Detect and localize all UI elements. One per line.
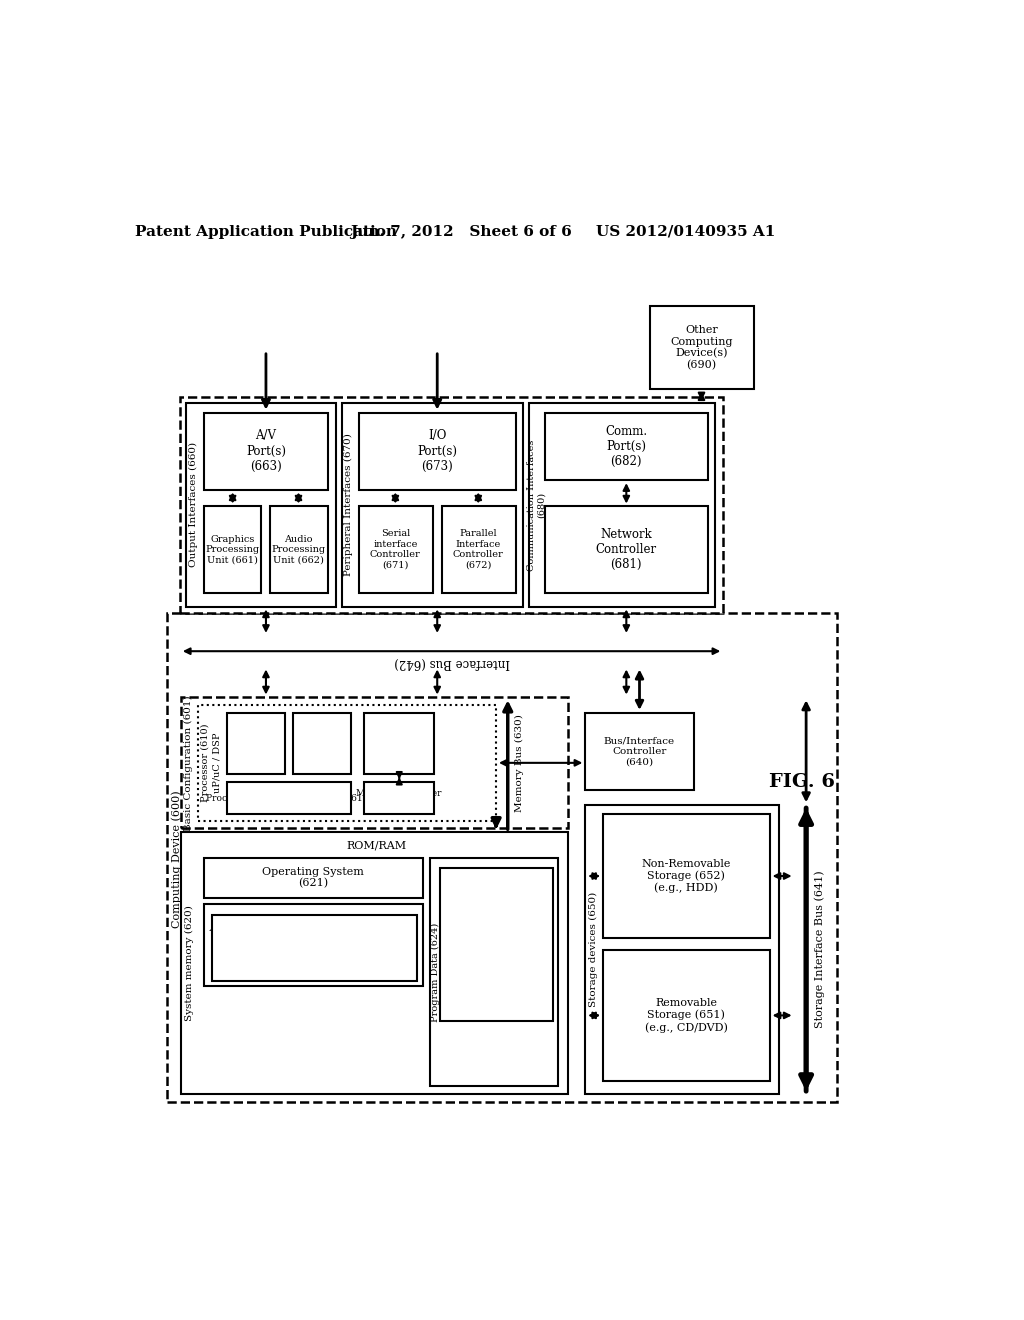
Bar bbox=[198, 705, 496, 821]
Text: Removable
Storage (651)
(e.g., CD/DVD): Removable Storage (651) (e.g., CD/DVD) bbox=[644, 998, 727, 1032]
Text: Bus/Interface
Controller
(640): Bus/Interface Controller (640) bbox=[604, 737, 675, 766]
Bar bbox=[270, 507, 328, 594]
Text: Level 1
Cache
(611): Level 1 Cache (611) bbox=[238, 729, 274, 759]
Bar bbox=[180, 397, 723, 612]
Text: Output Interfaces (660): Output Interfaces (660) bbox=[188, 442, 198, 568]
Text: ROM/RAM: ROM/RAM bbox=[346, 841, 407, 850]
Text: US 2012/0140935 A1: US 2012/0140935 A1 bbox=[596, 224, 776, 239]
Bar bbox=[586, 805, 779, 1094]
Bar bbox=[204, 858, 423, 898]
Text: Interface Bus (642): Interface Bus (642) bbox=[394, 656, 510, 669]
Text: Patent Application Publication: Patent Application Publication bbox=[135, 224, 397, 239]
Text: Memory Controler
(615): Memory Controler (615) bbox=[356, 788, 442, 808]
Bar bbox=[204, 412, 328, 490]
Bar bbox=[167, 612, 838, 1102]
Text: Parallel
Interface
Controller
(672): Parallel Interface Controller (672) bbox=[453, 529, 504, 570]
Bar bbox=[430, 858, 558, 1086]
Text: Serial
interface
Controller
(671): Serial interface Controller (671) bbox=[370, 529, 421, 570]
Bar bbox=[603, 814, 770, 937]
Text: Basic Configuration (601): Basic Configuration (601) bbox=[184, 696, 193, 830]
Bar bbox=[529, 404, 716, 607]
Bar bbox=[227, 713, 286, 775]
Text: Computing Device (600): Computing Device (600) bbox=[172, 791, 182, 928]
Bar bbox=[186, 404, 336, 607]
Bar bbox=[180, 832, 568, 1094]
Bar bbox=[212, 915, 417, 981]
Text: Jun. 7, 2012   Sheet 6 of 6: Jun. 7, 2012 Sheet 6 of 6 bbox=[350, 224, 572, 239]
Bar bbox=[545, 507, 708, 594]
Text: Non-Removable
Storage (652)
(e.g., HDD): Non-Removable Storage (652) (e.g., HDD) bbox=[641, 859, 731, 894]
Text: Memory Bus (630): Memory Bus (630) bbox=[515, 714, 524, 812]
Bar bbox=[649, 306, 755, 389]
Text: Peripheral Interfaces (670): Peripheral Interfaces (670) bbox=[344, 433, 353, 577]
Text: Storage devices (650): Storage devices (650) bbox=[589, 891, 598, 1007]
Text: Fingerprint
Data
(625): Fingerprint Data (625) bbox=[466, 929, 526, 960]
Text: Processor (610): Processor (610) bbox=[201, 723, 210, 803]
Text: Fingerprint and/
or Comparison
Algorithm(s)
(623): Fingerprint and/ or Comparison Algorithm… bbox=[273, 928, 355, 968]
Text: Graphics
Processing
Unit (661): Graphics Processing Unit (661) bbox=[206, 535, 260, 565]
Bar bbox=[365, 781, 434, 814]
Text: Comm.
Port(s)
(682): Comm. Port(s) (682) bbox=[605, 425, 647, 467]
Bar bbox=[545, 412, 708, 480]
Text: System memory (620): System memory (620) bbox=[184, 906, 194, 1020]
Text: I/O
Port(s)
(673): I/O Port(s) (673) bbox=[417, 429, 458, 473]
Text: Other
Computing
Device(s)
(690): Other Computing Device(s) (690) bbox=[671, 325, 733, 371]
Text: Network
Controller
(681): Network Controller (681) bbox=[596, 528, 656, 572]
Bar bbox=[442, 507, 515, 594]
Text: Application (622): Application (622) bbox=[209, 924, 300, 933]
Bar bbox=[204, 507, 261, 594]
Bar bbox=[586, 713, 693, 789]
Text: Registers
(614): Registers (614) bbox=[375, 734, 424, 754]
Text: FIG. 6: FIG. 6 bbox=[769, 774, 836, 791]
Text: Processor Core ALU/FPU/DSP (613): Processor Core ALU/FPU/DSP (613) bbox=[206, 793, 372, 803]
Text: Operating System
(621): Operating System (621) bbox=[262, 867, 365, 888]
Text: A/V
Port(s)
(663): A/V Port(s) (663) bbox=[246, 429, 286, 473]
Text: Communication Interfaces
(680): Communication Interfaces (680) bbox=[526, 440, 546, 570]
Text: Audio
Processing
Unit (662): Audio Processing Unit (662) bbox=[271, 535, 326, 565]
Text: uP/uC / DSP: uP/uC / DSP bbox=[213, 733, 221, 793]
Bar bbox=[180, 697, 568, 829]
Bar bbox=[440, 869, 553, 1020]
Bar bbox=[342, 404, 523, 607]
Bar bbox=[227, 781, 351, 814]
Bar bbox=[359, 507, 432, 594]
Text: Storage Interface Bus (641): Storage Interface Bus (641) bbox=[815, 870, 825, 1028]
Bar bbox=[359, 412, 515, 490]
Bar bbox=[293, 713, 351, 775]
Bar bbox=[603, 950, 770, 1081]
Bar bbox=[204, 904, 423, 986]
Text: Level 2
Cache
(612): Level 2 Cache (612) bbox=[304, 729, 340, 759]
Text: Program Data (624): Program Data (624) bbox=[431, 923, 440, 1022]
Bar bbox=[365, 713, 434, 775]
